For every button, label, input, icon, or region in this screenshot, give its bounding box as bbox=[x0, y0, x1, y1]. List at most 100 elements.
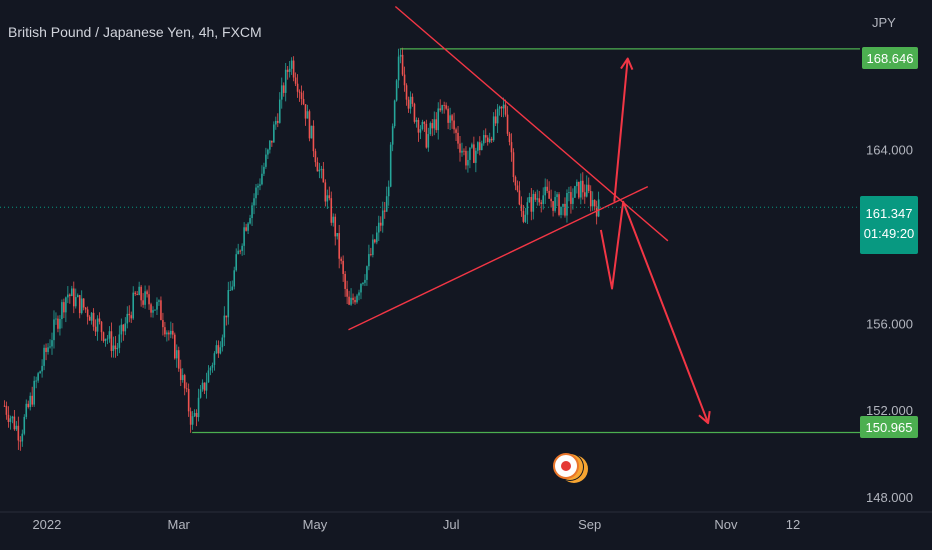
candle-body bbox=[397, 56, 400, 81]
candle-body bbox=[197, 397, 200, 418]
candle-body bbox=[528, 196, 531, 203]
candle-body bbox=[461, 150, 463, 153]
event-marker-icon[interactable] bbox=[553, 453, 588, 483]
candle-body bbox=[15, 425, 18, 430]
candle-body bbox=[368, 254, 370, 267]
candle-body bbox=[580, 180, 582, 198]
candle-body bbox=[215, 345, 218, 354]
upper-level-tag: 168.646 bbox=[862, 47, 918, 69]
price-tick-label: 164.000 bbox=[866, 143, 913, 158]
candle-body bbox=[387, 186, 390, 197]
candle-body bbox=[451, 115, 453, 121]
candle-body bbox=[591, 200, 594, 207]
candle-body bbox=[90, 312, 93, 321]
candle-body bbox=[348, 296, 350, 305]
candle-body bbox=[276, 120, 279, 123]
candle-body bbox=[282, 85, 285, 93]
candle-body bbox=[33, 380, 35, 405]
candle-body bbox=[142, 300, 144, 305]
currency-label: JPY bbox=[872, 15, 896, 30]
candle-body bbox=[225, 315, 228, 318]
candle-body bbox=[124, 323, 127, 332]
candle-body bbox=[546, 186, 548, 191]
candle-body bbox=[251, 205, 253, 219]
candle-body bbox=[300, 92, 303, 99]
candle-body bbox=[265, 154, 267, 167]
candle-body bbox=[490, 138, 493, 141]
candle-body bbox=[257, 185, 259, 188]
candle-body bbox=[179, 368, 182, 380]
candle-body bbox=[255, 187, 257, 199]
candle-body bbox=[110, 331, 113, 352]
candle-body bbox=[409, 96, 412, 109]
candle-body bbox=[140, 286, 142, 301]
candle-body bbox=[358, 292, 360, 296]
candle-body bbox=[175, 350, 178, 359]
candle-body bbox=[344, 273, 346, 289]
candle-body bbox=[304, 104, 307, 119]
candle-body bbox=[286, 69, 289, 72]
candle-body bbox=[158, 300, 160, 302]
candle-body bbox=[524, 214, 527, 222]
candle-body bbox=[221, 337, 224, 348]
candle-body bbox=[88, 316, 91, 321]
candle-body bbox=[354, 300, 356, 303]
candle-body bbox=[31, 395, 33, 405]
candle-body bbox=[185, 388, 188, 390]
candle-body bbox=[19, 440, 22, 442]
candle-body bbox=[477, 142, 479, 151]
candle-body bbox=[312, 125, 315, 152]
candle-body bbox=[318, 169, 321, 172]
candle-body bbox=[292, 60, 295, 78]
horizontal-levels bbox=[192, 48, 860, 434]
candle-body bbox=[389, 144, 392, 187]
bar-countdown: 01:49:20 bbox=[864, 226, 915, 241]
time-tick-label: May bbox=[303, 517, 328, 532]
candle-body bbox=[482, 135, 485, 144]
candle-body bbox=[306, 111, 309, 119]
upper-level-value: 168.646 bbox=[867, 51, 914, 66]
candle-body bbox=[310, 125, 313, 139]
candle-body bbox=[479, 142, 481, 151]
candle-body bbox=[496, 108, 499, 124]
candle-body bbox=[166, 332, 168, 335]
time-tick-label: Nov bbox=[714, 517, 738, 532]
time-axis[interactable]: 2022 Mar May Jul Sep Nov 12 bbox=[32, 517, 800, 532]
candle-body bbox=[138, 286, 140, 295]
candle-body bbox=[405, 85, 408, 100]
candle-body bbox=[9, 418, 12, 422]
candle-body bbox=[316, 162, 319, 172]
candle-body bbox=[506, 114, 509, 134]
candle-body bbox=[11, 416, 14, 419]
candle-body bbox=[290, 60, 293, 69]
candle-body bbox=[296, 83, 299, 92]
candle-body bbox=[241, 245, 243, 251]
candle-body bbox=[338, 233, 340, 259]
candle-body bbox=[364, 279, 366, 283]
candle-body bbox=[342, 260, 344, 274]
candle-body bbox=[209, 367, 212, 371]
candle-body bbox=[144, 291, 146, 305]
candle-body bbox=[516, 185, 519, 191]
candle-body bbox=[459, 143, 461, 153]
candle-body bbox=[403, 74, 406, 86]
bearish-arrow bbox=[599, 200, 710, 424]
candle-body bbox=[114, 345, 117, 350]
candle-body bbox=[568, 192, 570, 193]
candle-body bbox=[253, 198, 255, 206]
candle-body bbox=[207, 370, 210, 383]
candle-body bbox=[435, 119, 438, 131]
candle-body bbox=[518, 190, 521, 205]
candle-body bbox=[278, 99, 281, 123]
candle-body bbox=[508, 133, 511, 143]
candle-body bbox=[189, 411, 192, 425]
candle-body bbox=[570, 192, 572, 204]
candle-body bbox=[486, 137, 489, 142]
candle-body bbox=[57, 318, 59, 329]
candle-body bbox=[112, 345, 115, 352]
candle-body bbox=[63, 302, 65, 313]
candle-body bbox=[585, 184, 588, 197]
candle-body bbox=[376, 232, 378, 243]
candle-body bbox=[21, 433, 24, 442]
